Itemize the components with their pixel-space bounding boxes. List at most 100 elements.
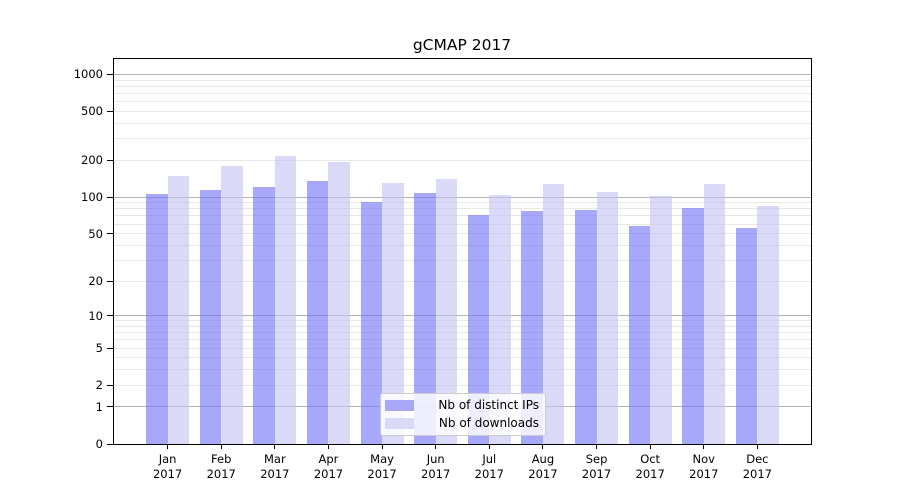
x-axis-tick [542,444,544,449]
minor-gridline [114,202,811,204]
x-tick-label: Mar 2017 [260,452,290,481]
bar-downloads [221,166,243,444]
y-tick-label: 1000 [73,67,103,82]
y-tick-label: 20 [88,274,103,289]
minor-gridline [114,85,811,87]
major-gridline [114,196,811,198]
y-axis-tick [107,315,113,317]
y-tick-label: 100 [81,190,103,205]
y-tick-label: 2 [95,378,103,393]
bar-downloads [542,183,565,444]
y-tick-label: 200 [81,153,103,168]
x-axis-tick [703,444,705,449]
x-tick-label: Apr 2017 [313,452,344,481]
bar-downloads [489,194,511,444]
y-tick-label: 1 [95,399,103,414]
minor-gridline [114,332,811,334]
x-axis-tick [756,444,758,449]
bar-downloads [596,192,618,444]
x-tick-label: Jan 2017 [152,452,183,481]
legend-item-distinct-ips: Nb of distinct IPs [385,398,539,413]
bar-distinct-ips [307,181,329,444]
bar-distinct-ips [414,192,436,444]
x-axis-tick [435,444,437,449]
bar-downloads [328,162,350,444]
x-tick-label: Oct 2017 [635,452,665,481]
x-tick-label: Dec 2017 [742,452,773,481]
minor-gridline [114,79,811,81]
x-axis-tick [327,444,329,449]
y-axis-tick [107,406,113,408]
bar-downloads [757,205,779,444]
y-tick-label: 50 [88,226,103,241]
x-axis-tick [596,444,598,449]
y-axis-tick [107,73,113,75]
minor-gridline [114,215,811,217]
bar-distinct-ips [735,227,758,444]
y-axis-tick [107,196,113,198]
bar-distinct-ips [682,207,704,444]
minor-gridline [114,357,811,359]
minor-gridline [114,101,811,103]
x-tick-label: Aug 2017 [528,452,558,481]
bar-distinct-ips [146,193,168,444]
bar-downloads [167,176,190,444]
y-axis-tick [107,443,113,445]
minor-gridline [114,325,811,327]
minor-gridline [114,208,811,210]
minor-gridline [114,320,811,322]
y-axis-tick [107,159,113,161]
y-axis-tick [107,280,113,282]
minor-gridline [114,369,811,371]
minor-gridline [114,110,811,112]
minor-gridline [114,122,811,124]
bar-distinct-ips [521,210,543,444]
minor-gridline [114,280,811,282]
minor-gridline [114,223,811,225]
bar-downloads [703,184,726,444]
legend-item-downloads: Nb of downloads [385,416,539,431]
bar-distinct-ips [253,187,275,444]
bar-downloads [382,183,404,444]
legend: Nb of distinct IPs Nb of downloads [380,393,546,436]
x-tick-label: Nov 2017 [689,452,719,481]
x-tick-label: May 2017 [367,452,397,481]
legend-label-downloads: Nb of downloads [438,415,539,430]
y-axis-tick [107,384,113,386]
minor-gridline [114,138,811,140]
x-tick-label: Sep 2017 [581,452,612,481]
plot-area: Nb of distinct IPs Nb of downloads 1000 5… [74,58,812,481]
x-axis-tick [220,444,222,449]
bar-downloads [435,178,458,444]
minor-gridline [114,347,811,349]
y-tick-label: 0 [95,437,103,451]
y-tick-label: 10 [88,308,103,323]
y-tick-label: 500 [81,104,103,119]
y-axis-tick [107,347,113,349]
x-tick-label: Jun 2017 [421,452,451,481]
x-axis-tick [167,444,169,449]
chart-title: gCMAP 2017 [412,36,512,54]
x-tick-label: Feb 2017 [206,452,236,481]
minor-gridline [114,92,811,94]
y-axis-tick [107,233,113,235]
legend-swatch-downloads [385,417,414,429]
x-axis-tick [381,444,383,449]
bar-distinct-ips [360,202,383,444]
minor-gridline [114,259,811,261]
major-gridline [114,315,811,317]
legend-label-distinct-ips: Nb of distinct IPs [438,398,539,413]
bar-distinct-ips [575,210,597,444]
minor-gridline [114,244,811,246]
major-gridline [114,73,811,75]
x-tick-label: Jul 2017 [474,452,504,481]
minor-gridline [114,159,811,161]
bar-downloads [650,196,672,444]
bar-distinct-ips [467,215,490,444]
minor-gridline [114,384,811,386]
x-axis-tick [488,444,490,449]
x-axis-tick [649,444,651,449]
bar-distinct-ips [199,189,222,444]
bar-downloads [274,156,297,444]
